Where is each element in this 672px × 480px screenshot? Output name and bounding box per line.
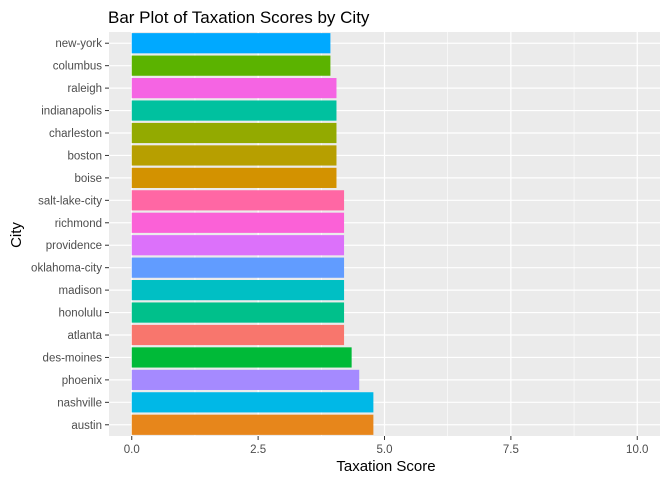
y-axis-label: City: [8, 222, 25, 248]
x-axis-label: Taxation Score: [336, 458, 435, 475]
x-tick-label: 7.5: [503, 444, 519, 456]
y-tick-label: madison: [59, 285, 102, 297]
bar-madison: [131, 280, 345, 301]
x-tick-label: 2.5: [250, 444, 266, 456]
bar-des-moines: [131, 347, 352, 368]
y-tick-label: boise: [75, 173, 103, 185]
y-tick-label: new-york: [55, 38, 102, 50]
y-tick-label: providence: [46, 240, 102, 252]
y-axis-ticks: austin nashville phoenix des-moines atlanta h…: [31, 38, 109, 432]
bar-phoenix: [131, 369, 360, 390]
bar-charleston: [131, 122, 337, 144]
x-axis-ticks: 0.0 2.5 5.0 7.5 10.0: [124, 436, 648, 456]
y-tick-label: honolulu: [59, 308, 102, 320]
bar-columbus: [131, 55, 331, 76]
bar-salt-lake-city: [131, 190, 345, 211]
bar-new-york: [131, 33, 331, 54]
bar-austin: [131, 414, 374, 435]
chart-title: Bar Plot of Taxation Scores by City: [108, 8, 370, 27]
bar-boise: [131, 167, 337, 188]
y-tick-label: phoenix: [62, 375, 103, 387]
y-tick-label: raleigh: [67, 83, 102, 95]
y-tick-label: indianapolis: [41, 106, 102, 118]
x-tick-label: 10.0: [626, 444, 648, 456]
bar-raleigh: [131, 78, 337, 99]
bar-oklahoma-city: [131, 257, 345, 278]
y-tick-label: des-moines: [43, 352, 103, 364]
x-tick-label: 0.0: [124, 444, 140, 456]
y-tick-label: columbus: [53, 61, 102, 73]
y-tick-label: salt-lake-city: [38, 195, 102, 207]
bars: [131, 33, 374, 435]
y-tick-label: oklahoma-city: [31, 263, 102, 275]
y-tick-label: atlanta: [67, 330, 102, 342]
bar-nashville: [131, 392, 374, 413]
bar-boston: [131, 145, 337, 166]
x-tick-label: 5.0: [377, 444, 393, 456]
bar-indianapolis: [131, 100, 337, 121]
bar-atlanta: [131, 324, 345, 346]
y-tick-label: austin: [71, 420, 102, 432]
y-tick-label: richmond: [55, 218, 102, 230]
grid-lines: [109, 32, 660, 436]
y-tick-label: boston: [67, 150, 102, 162]
bar-honolulu: [131, 302, 345, 323]
y-tick-label: nashville: [57, 397, 102, 409]
y-tick-label: charleston: [49, 128, 102, 140]
bar-providence: [131, 235, 345, 256]
bar-richmond: [131, 212, 345, 233]
